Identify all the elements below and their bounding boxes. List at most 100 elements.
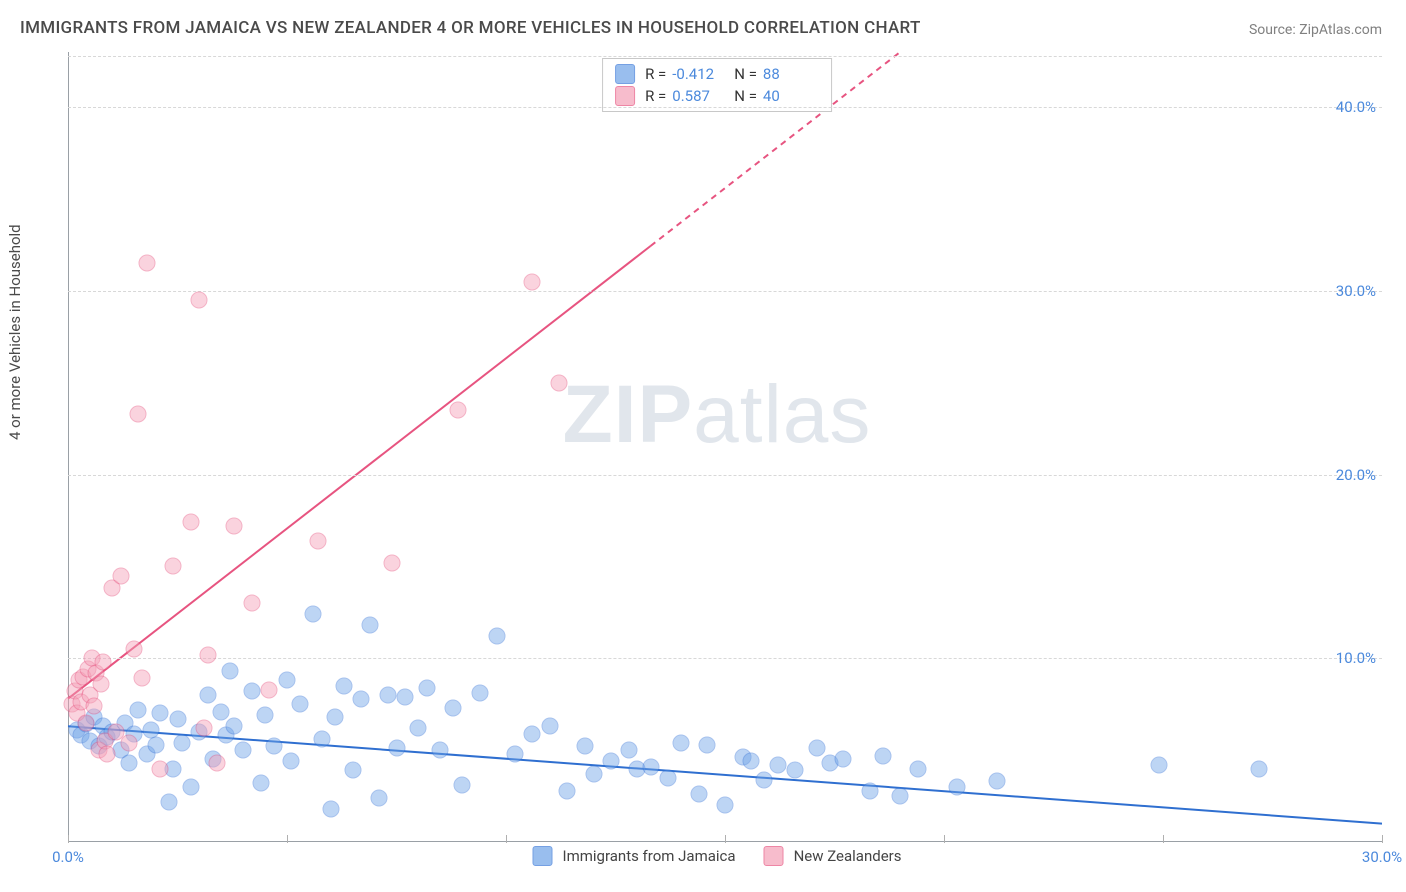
data-point-newzealand (95, 653, 112, 670)
data-point-newzealand (191, 292, 208, 309)
x-tick (1163, 835, 1164, 843)
data-point-jamaica (200, 687, 217, 704)
data-point-jamaica (151, 705, 168, 722)
data-point-jamaica (717, 797, 734, 814)
stats-row-newzealand: R = 0.587 N = 40 (615, 85, 819, 107)
n-label: N = (734, 65, 757, 83)
data-point-jamaica (226, 718, 243, 735)
y-axis (68, 52, 69, 842)
data-point-newzealand (226, 518, 243, 535)
n-value-newzealand: 40 (763, 87, 819, 105)
data-point-jamaica (397, 688, 414, 705)
stats-row-jamaica: R = -0.412 N = 88 (615, 63, 819, 85)
data-point-jamaica (506, 745, 523, 762)
data-point-newzealand (208, 755, 225, 772)
data-point-jamaica (279, 672, 296, 689)
data-point-jamaica (673, 734, 690, 751)
data-point-jamaica (130, 701, 147, 718)
legend-label-jamaica: Immigrants from Jamaica (563, 847, 736, 865)
data-point-newzealand (195, 720, 212, 737)
data-point-jamaica (1251, 760, 1268, 777)
data-point-jamaica (222, 663, 239, 680)
data-point-jamaica (370, 789, 387, 806)
data-point-jamaica (292, 696, 309, 713)
data-point-newzealand (384, 554, 401, 571)
data-point-newzealand (182, 514, 199, 531)
data-point-newzealand (77, 714, 94, 731)
data-point-jamaica (335, 677, 352, 694)
x-tick-label: 0.0% (52, 848, 84, 866)
y-axis-label: 4 or more Vehicles in Household (6, 224, 24, 440)
data-point-newzealand (200, 646, 217, 663)
data-point-jamaica (988, 773, 1005, 790)
legend-swatch-newzealand (764, 846, 784, 866)
data-point-jamaica (314, 731, 331, 748)
data-point-newzealand (112, 567, 129, 584)
data-point-newzealand (243, 595, 260, 612)
y-tick-label: 10.0% (1336, 649, 1376, 667)
x-tick (68, 835, 69, 843)
x-tick (725, 835, 726, 843)
data-point-newzealand (550, 374, 567, 391)
source-attribution: Source: ZipAtlas.com (1249, 22, 1382, 38)
data-point-newzealand (121, 734, 138, 751)
x-tick (944, 835, 945, 843)
data-point-jamaica (243, 683, 260, 700)
data-point-jamaica (121, 755, 138, 772)
data-point-jamaica (559, 782, 576, 799)
data-point-newzealand (92, 676, 109, 693)
data-point-newzealand (99, 745, 116, 762)
data-point-newzealand (151, 760, 168, 777)
data-point-jamaica (432, 742, 449, 759)
data-point-jamaica (909, 760, 926, 777)
r-label: R = (645, 65, 666, 83)
data-point-newzealand (524, 273, 541, 290)
data-point-jamaica (235, 742, 252, 759)
data-point-newzealand (138, 255, 155, 272)
swatch-newzealand (615, 86, 635, 106)
gridline (68, 658, 1382, 659)
legend-item-newzealand: New Zealanders (764, 846, 902, 866)
data-point-jamaica (524, 725, 541, 742)
data-point-jamaica (344, 762, 361, 779)
legend-swatch-jamaica (533, 846, 553, 866)
data-point-jamaica (892, 788, 909, 805)
data-point-jamaica (585, 766, 602, 783)
data-point-jamaica (445, 699, 462, 716)
gridline (68, 56, 1382, 57)
data-point-jamaica (283, 753, 300, 770)
stats-legend: R = -0.412 N = 88 R = 0.587 N = 40 (602, 58, 832, 112)
x-tick (506, 835, 507, 843)
x-tick (287, 835, 288, 843)
watermark: ZIPatlas (563, 368, 872, 462)
data-point-jamaica (160, 793, 177, 810)
data-point-jamaica (699, 736, 716, 753)
data-point-newzealand (134, 670, 151, 687)
data-point-jamaica (419, 679, 436, 696)
data-point-jamaica (603, 753, 620, 770)
data-point-newzealand (165, 558, 182, 575)
gridline (68, 475, 1382, 476)
data-point-jamaica (265, 738, 282, 755)
trend-line-newzealand (68, 246, 651, 699)
data-point-newzealand (125, 641, 142, 658)
data-point-newzealand (130, 405, 147, 422)
data-point-jamaica (690, 786, 707, 803)
r-value-newzealand: 0.587 (672, 87, 728, 105)
data-point-jamaica (808, 740, 825, 757)
gridline (68, 291, 1382, 292)
data-point-jamaica (1150, 756, 1167, 773)
data-point-jamaica (756, 771, 773, 788)
data-point-jamaica (362, 617, 379, 634)
data-point-jamaica (379, 687, 396, 704)
data-point-jamaica (660, 769, 677, 786)
data-point-jamaica (182, 778, 199, 795)
data-point-newzealand (86, 698, 103, 715)
data-point-newzealand (309, 532, 326, 549)
gridline (68, 107, 1382, 108)
n-label: N = (734, 87, 757, 105)
data-point-jamaica (322, 800, 339, 817)
chart-title: IMMIGRANTS FROM JAMAICA VS NEW ZEALANDER… (20, 18, 921, 38)
legend-label-newzealand: New Zealanders (794, 847, 902, 865)
series-legend: Immigrants from Jamaica New Zealanders (533, 846, 902, 866)
